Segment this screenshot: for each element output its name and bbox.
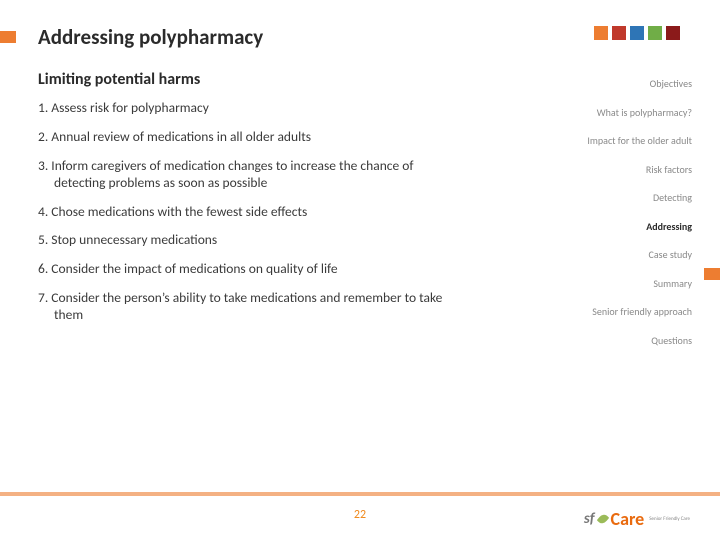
square-icon xyxy=(594,26,608,40)
list-item: 6. Consider the impact of medications on… xyxy=(38,261,468,278)
square-icon xyxy=(666,26,680,40)
logo: sf Care Senior Friendly Care xyxy=(584,508,690,530)
nav-item[interactable]: Case study xyxy=(562,249,692,261)
list-item: 7. Consider the person’s ability to take… xyxy=(38,290,468,324)
section-nav: Objectives What is polypharmacy? Impact … xyxy=(562,78,692,363)
accent-tick-right xyxy=(704,268,720,280)
list-item: 5. Stop unnecessary medications xyxy=(38,232,468,249)
logo-care: Care xyxy=(611,508,645,530)
nav-item[interactable]: Impact for the older adult xyxy=(562,135,692,147)
accent-tick-left xyxy=(0,31,16,43)
square-icon xyxy=(612,26,626,40)
square-icon xyxy=(648,26,662,40)
footer-bar xyxy=(0,492,720,496)
nav-item[interactable]: Objectives xyxy=(562,78,692,90)
slide-subtitle: Limiting potential harms xyxy=(38,70,200,89)
slide-title: Addressing polypharmacy xyxy=(38,24,263,50)
logo-sf: sf xyxy=(584,510,595,528)
nav-item[interactable]: Senior friendly approach xyxy=(562,306,692,318)
list-item: 3. Inform caregivers of medication chang… xyxy=(38,158,468,192)
header-squares xyxy=(594,26,680,40)
logo-sub: Senior Friendly Care xyxy=(649,517,690,522)
nav-item[interactable]: What is polypharmacy? xyxy=(562,107,692,119)
list-item: 2. Annual review of medications in all o… xyxy=(38,129,468,146)
leaf-icon xyxy=(596,513,609,526)
square-icon xyxy=(630,26,644,40)
nav-item[interactable]: Detecting xyxy=(562,192,692,204)
nav-item[interactable]: Addressing xyxy=(562,221,692,233)
list-item: 1. Assess risk for polypharmacy xyxy=(38,100,468,117)
slide: Addressing polypharmacy Limiting potenti… xyxy=(0,0,720,540)
content-list: 1. Assess risk for polypharmacy 2. Annua… xyxy=(38,100,468,336)
list-item: 4. Chose medications with the fewest sid… xyxy=(38,204,468,221)
nav-item[interactable]: Questions xyxy=(562,335,692,347)
nav-item[interactable]: Summary xyxy=(562,278,692,290)
nav-item[interactable]: Risk factors xyxy=(562,164,692,176)
